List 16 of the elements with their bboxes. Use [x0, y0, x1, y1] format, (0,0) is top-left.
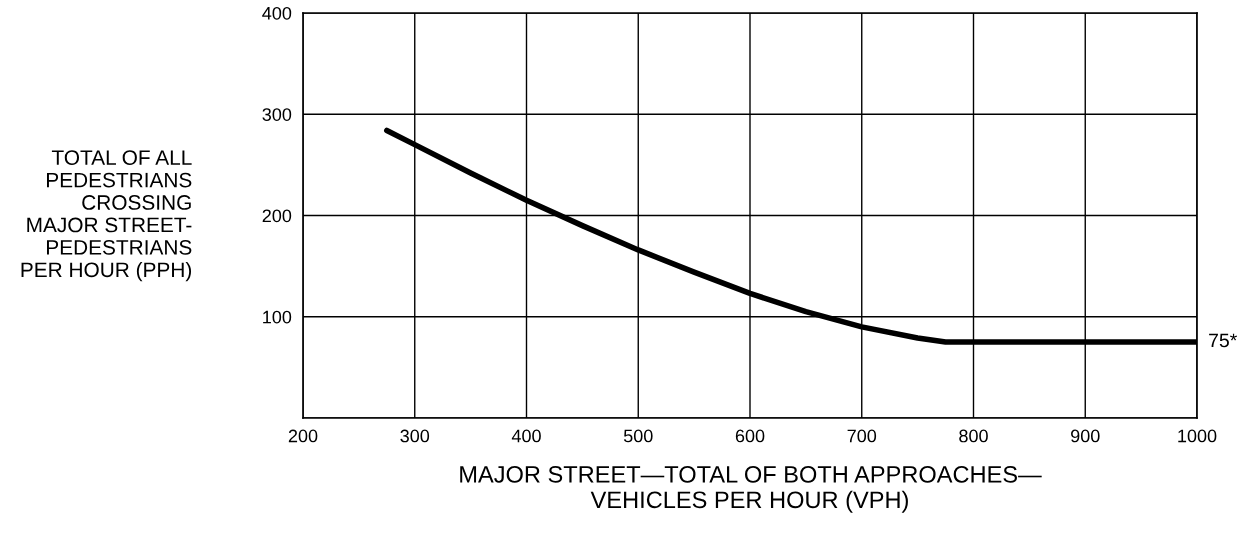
x-tick-label: 400: [511, 429, 541, 443]
y-tick-label: 300: [262, 108, 292, 121]
annotation: 75*: [1209, 333, 1237, 348]
x-tick-label: 1000: [1178, 429, 1217, 443]
x-tick-label: 900: [1071, 429, 1100, 443]
x-tick-label: 300: [400, 429, 430, 443]
y-axis-title: TOTAL OF ALL PEDESTRIANS CROSSING MAJOR STREET- PEDESTRIANS PER HOUR (PPH): [21, 150, 192, 282]
x-axis-title: MAJOR STREET—TOTAL OF BOTH APPROACHES— VEHICLES PER HOUR (VPH): [460, 466, 1042, 513]
x-tick-label: 800: [959, 429, 988, 443]
x-tick-label: 500: [623, 429, 653, 443]
y-tick-label: 200: [262, 209, 292, 223]
x-tick-label: 200: [288, 429, 318, 443]
y-tick-label: 400: [262, 6, 292, 20]
x-tick-label: 700: [847, 429, 877, 443]
x-tick-label: 600: [735, 429, 765, 443]
y-tick-label: 100: [263, 310, 292, 324]
